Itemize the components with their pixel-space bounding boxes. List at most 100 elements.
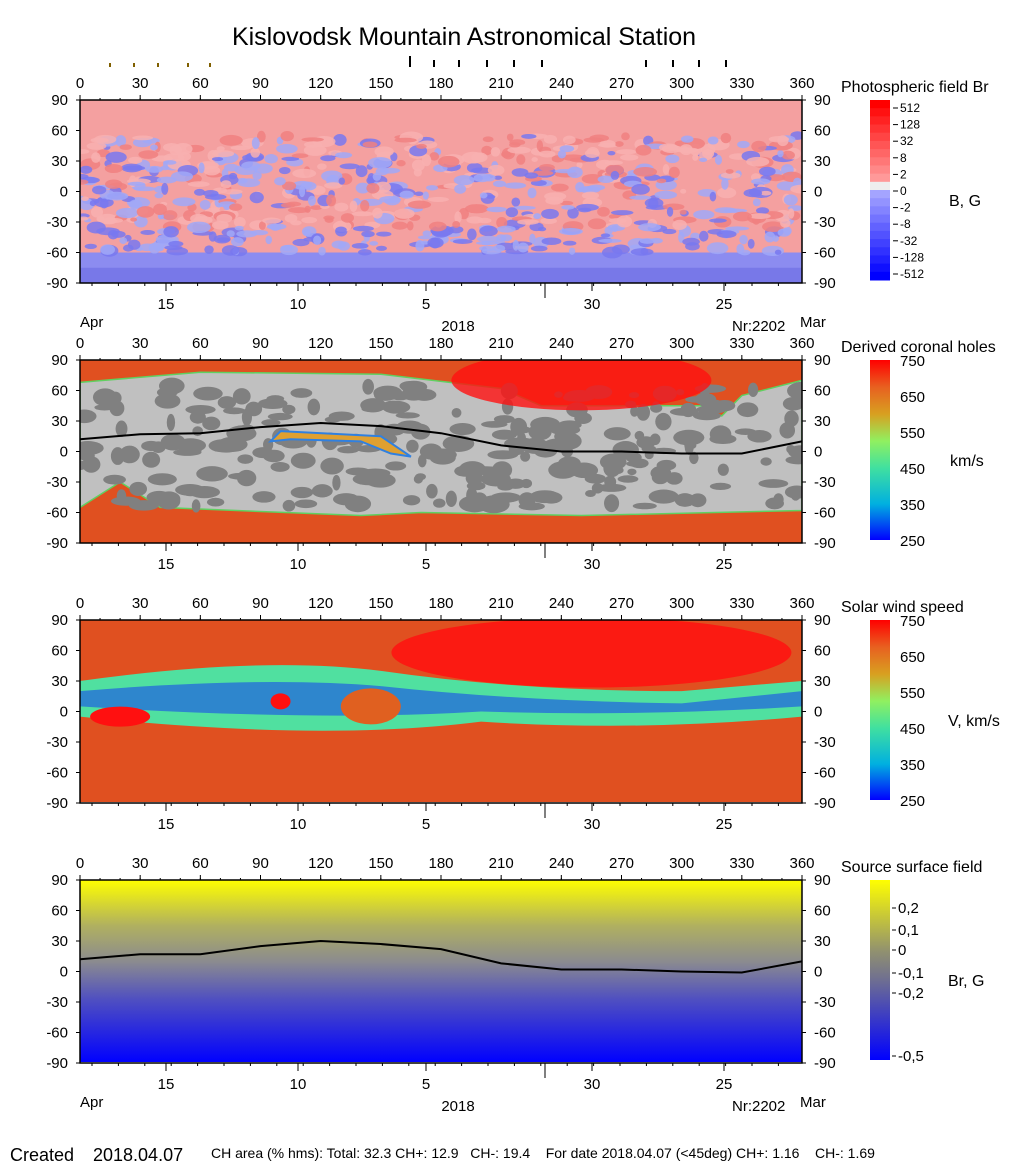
field-patch bbox=[454, 211, 462, 224]
y-tick-label: 0 bbox=[60, 704, 68, 721]
y-tick-label-right: -90 bbox=[814, 535, 836, 552]
field-patch bbox=[206, 497, 225, 507]
y-tick-label-right: -60 bbox=[814, 505, 836, 522]
y-tick-label: 90 bbox=[51, 92, 68, 109]
field-patch bbox=[690, 232, 701, 240]
field-patch bbox=[250, 229, 269, 236]
field-patch bbox=[224, 163, 239, 172]
field-patch bbox=[666, 206, 674, 217]
field-patch bbox=[614, 141, 624, 147]
field-patch bbox=[415, 240, 425, 252]
date-tick-label: 30 bbox=[584, 556, 601, 573]
field-patch bbox=[790, 486, 801, 501]
field-patch bbox=[128, 156, 143, 164]
field-patch bbox=[581, 173, 604, 184]
field-patch bbox=[115, 135, 127, 147]
field-patch bbox=[773, 493, 784, 507]
field-patch bbox=[115, 420, 128, 438]
field-patch bbox=[748, 382, 759, 398]
y-tick-label: -60 bbox=[46, 245, 68, 262]
colorbar-tick-label: -0,1 bbox=[898, 965, 924, 982]
x-tick-label: 330 bbox=[729, 595, 754, 612]
colorbar-segment bbox=[870, 255, 890, 265]
field-patch bbox=[216, 146, 225, 152]
field-patch bbox=[682, 237, 700, 246]
field-patch bbox=[290, 388, 313, 398]
field-patch bbox=[665, 472, 683, 485]
y-tick-label: -90 bbox=[46, 1055, 68, 1072]
field-patch bbox=[368, 157, 392, 169]
field-patch bbox=[604, 160, 623, 166]
field-patch bbox=[395, 420, 424, 434]
field-patch bbox=[80, 149, 90, 154]
field-patch bbox=[760, 457, 772, 466]
x-tick-label: 30 bbox=[132, 595, 149, 612]
field-patch bbox=[375, 245, 387, 251]
field-patch bbox=[486, 206, 507, 213]
field-patch bbox=[162, 142, 181, 152]
created-label: Created bbox=[10, 1145, 74, 1165]
field-patch bbox=[442, 435, 475, 452]
x-tick-label: 60 bbox=[192, 335, 209, 352]
x-tick-label: 150 bbox=[368, 75, 393, 92]
field-patch bbox=[665, 154, 680, 164]
field-patch bbox=[252, 491, 276, 503]
field-patch bbox=[230, 145, 252, 151]
y-tick-label: -30 bbox=[46, 214, 68, 231]
colorbar-tick-label: 450 bbox=[900, 721, 925, 738]
x-tick-label: 0 bbox=[76, 595, 84, 612]
month-left: Apr bbox=[80, 1094, 103, 1111]
field-patch bbox=[755, 207, 770, 214]
field-patch bbox=[90, 137, 109, 143]
x-tick-label: 360 bbox=[789, 335, 814, 352]
field-patch bbox=[706, 242, 729, 255]
date-tick-label: 10 bbox=[290, 1076, 307, 1093]
field-patch bbox=[736, 402, 759, 418]
field-patch bbox=[786, 444, 796, 454]
field-patch bbox=[94, 404, 115, 411]
field-patch bbox=[251, 137, 260, 150]
field-patch bbox=[349, 200, 358, 212]
colorbar-tick-label: 350 bbox=[900, 757, 925, 774]
y-tick-label-right: -30 bbox=[814, 734, 836, 751]
y-tick-label-right: 60 bbox=[814, 903, 831, 920]
field-patch bbox=[678, 231, 685, 243]
field-patch bbox=[219, 134, 243, 146]
field-patch bbox=[376, 231, 392, 237]
field-patch bbox=[232, 425, 249, 437]
field-patch bbox=[100, 244, 116, 255]
y-tick-label-right: -90 bbox=[814, 1055, 836, 1072]
field-patch bbox=[426, 185, 439, 191]
field-patch bbox=[545, 196, 564, 205]
field-patch bbox=[539, 164, 555, 172]
field-patch bbox=[303, 229, 311, 237]
field-patch bbox=[92, 388, 118, 407]
field-patch bbox=[276, 143, 298, 154]
x-tick-label: 120 bbox=[308, 855, 333, 872]
field-patch bbox=[668, 166, 680, 179]
field-patch bbox=[627, 468, 637, 476]
field-patch bbox=[379, 167, 401, 174]
field-patch bbox=[584, 148, 600, 158]
field-patch bbox=[641, 445, 657, 453]
field-patch bbox=[492, 180, 507, 188]
map-1 bbox=[80, 100, 802, 283]
colorbar-segment bbox=[870, 100, 890, 109]
field-patch bbox=[140, 230, 155, 236]
field-patch bbox=[567, 166, 583, 179]
y-tick-label-right: 30 bbox=[814, 153, 831, 170]
field-patch bbox=[317, 163, 327, 170]
field-patch bbox=[510, 417, 528, 436]
field-patch bbox=[554, 469, 573, 478]
field-patch bbox=[278, 166, 291, 175]
field-patch bbox=[185, 405, 216, 415]
field-patch bbox=[471, 152, 488, 163]
field-patch bbox=[86, 142, 107, 150]
colorbar-segment bbox=[870, 263, 890, 273]
field-patch bbox=[481, 241, 491, 246]
colorbar-title: Source surface field bbox=[841, 859, 982, 876]
y-tick-label-right: -60 bbox=[814, 765, 836, 782]
field-patch bbox=[232, 388, 251, 405]
